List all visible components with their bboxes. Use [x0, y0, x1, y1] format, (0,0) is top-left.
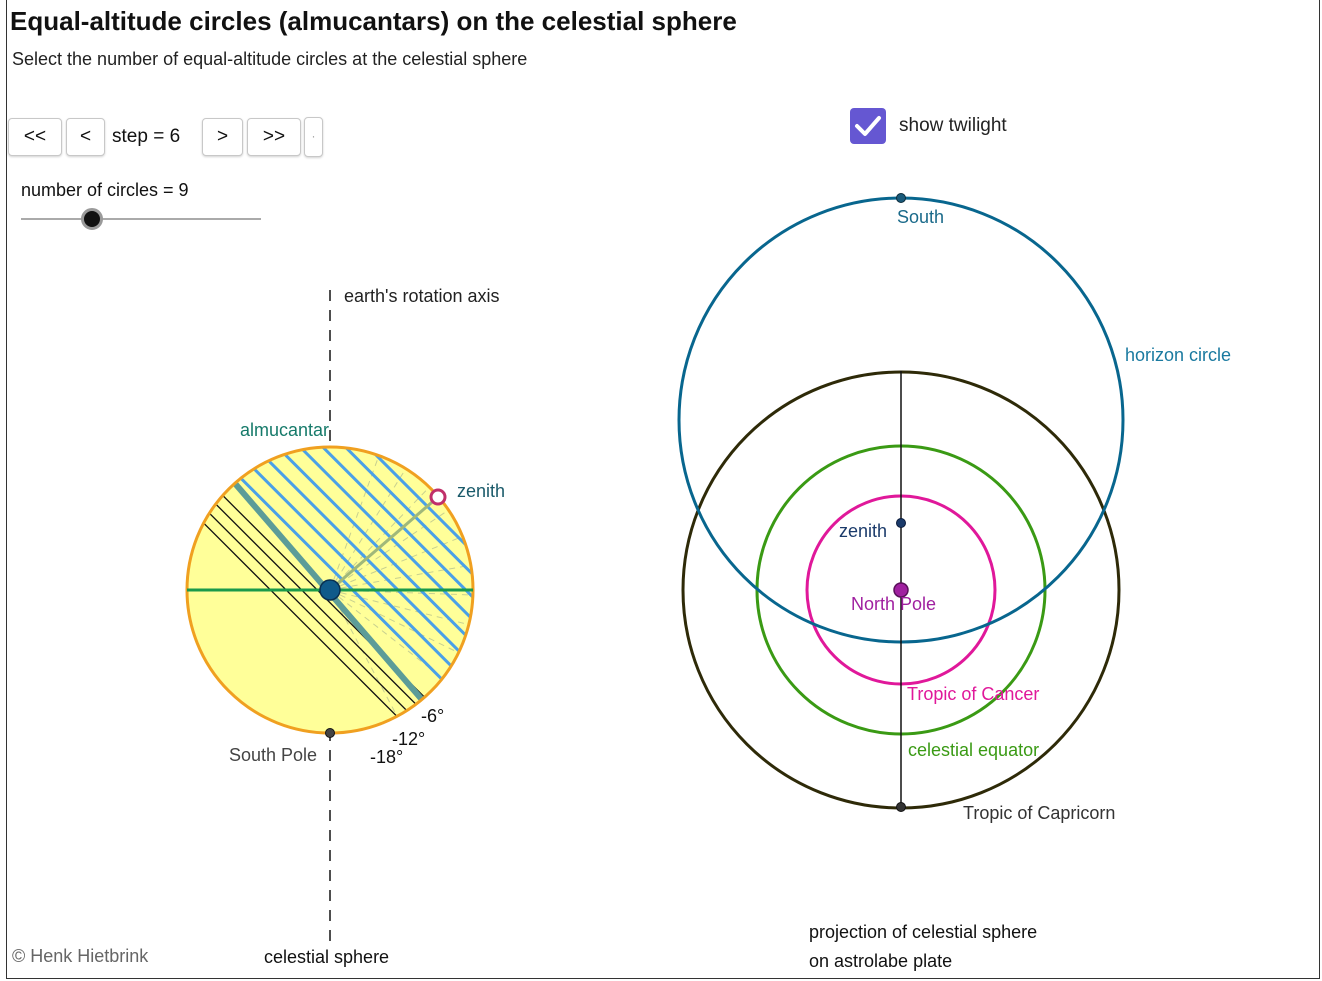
next-step-button[interactable]: >	[202, 118, 243, 156]
zenith-label-right: zenith	[839, 521, 887, 541]
celestial-sphere-label: celestial sphere	[264, 947, 389, 967]
meridian-fan-line	[329, 589, 469, 626]
almucantar-line	[187, 447, 473, 733]
horizon-circle-label: horizon circle	[1125, 345, 1231, 365]
south-label: South	[897, 207, 944, 227]
celestial-sphere-diagram: earth's rotation axis almucantar zenith …	[185, 286, 505, 967]
tropic-of-cancer-label: Tropic of Cancer	[907, 684, 1039, 704]
tropic-of-capricorn-label: Tropic of Capricorn	[963, 803, 1115, 823]
number-of-circles-slider-knob[interactable]	[81, 208, 103, 230]
celestial-equator-label: celestial equator	[908, 740, 1039, 760]
meridian-fan-line	[329, 589, 398, 717]
almucantar-line	[242, 447, 473, 678]
projection-caption-line1: projection of celestial sphere	[809, 922, 1037, 942]
degree-6-label: -6°	[421, 706, 444, 726]
projection-caption-line2: on astrolabe plate	[809, 951, 952, 971]
capricorn-point	[896, 802, 906, 812]
almucantar-line	[231, 447, 473, 689]
page-subtitle: Select the number of equal-altitude circ…	[12, 49, 528, 69]
zenith-label-left: zenith	[457, 481, 505, 501]
copyright-text: © Henk Hietbrink	[12, 946, 149, 966]
south-pole-label: South Pole	[229, 745, 317, 765]
meridian-fan-line	[329, 535, 463, 591]
show-twilight-label: show twilight	[899, 115, 1007, 136]
north-pole-dot	[893, 582, 909, 598]
south-point	[896, 193, 906, 203]
number-of-circles-slider-track[interactable]	[21, 218, 261, 220]
meridian-fan-line	[329, 589, 443, 679]
last-step-button[interactable]: >>	[247, 118, 301, 156]
almucantar-line	[197, 447, 473, 723]
meridian-fan-line	[329, 589, 459, 654]
degree-12-label: -12°	[392, 729, 425, 749]
zenith-point	[896, 518, 906, 528]
astrolabe-projection-diagram: South horizon circle zenith North Pole T…	[677, 193, 1231, 971]
earth-rotation-axis-label: earth's rotation axis	[344, 286, 500, 306]
checkmark-icon	[855, 116, 881, 136]
almucantar-line	[208, 447, 473, 712]
page-title: Equal-altitude circles (almucantars) on …	[10, 6, 737, 36]
meridian-fan-line	[329, 468, 407, 591]
meridian-fan-line	[329, 509, 449, 591]
first-step-button[interactable]: <<	[8, 118, 62, 156]
degree-18-label: -18°	[370, 747, 403, 767]
number-of-circles-label: number of circles = 9	[21, 180, 189, 200]
meridian-fan-line	[329, 486, 430, 591]
zenith-direction-line	[329, 495, 439, 592]
zenith-marker[interactable]	[429, 488, 447, 506]
north-pole-label: North Pole	[851, 594, 936, 614]
almucantar-label: almucantar	[240, 420, 329, 440]
south-pole-dot	[325, 728, 335, 738]
step-value: step = 6	[112, 126, 181, 147]
meridian-fan-line	[329, 564, 471, 591]
almucantar-line	[220, 447, 473, 700]
earth-center-dot	[319, 579, 341, 601]
show-twilight-checkbox[interactable]	[850, 108, 886, 144]
extra-step-button[interactable]: ·	[304, 117, 323, 157]
applet-frame	[6, 0, 1320, 979]
previous-step-button[interactable]: <	[66, 118, 105, 156]
twilight-line	[187, 447, 473, 733]
